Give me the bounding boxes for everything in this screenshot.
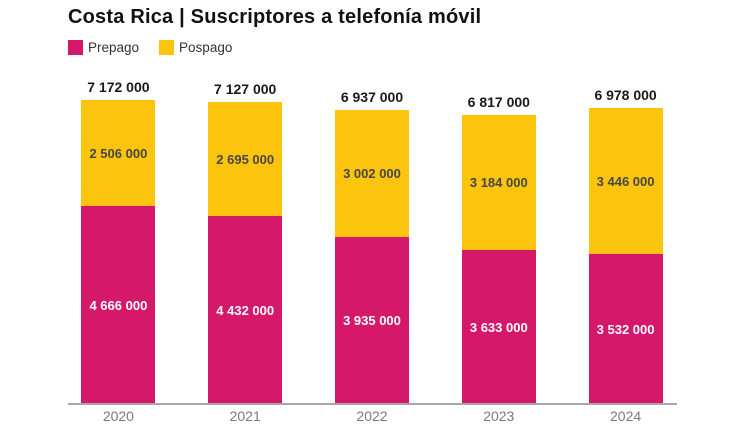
pospago-swatch-icon [159,40,175,55]
legend-label-prepago: Prepago [88,40,140,55]
prepago-segment-2021: 4 432 000 [208,216,283,404]
x-axis-label-2024: 2024 [610,408,642,424]
total-value-label-2020: 7 172 000 [87,79,150,95]
x-axis-label-2020: 2020 [102,408,134,424]
prepago-segment-2020: 4 666 000 [81,206,156,404]
pospago-segment-2023: 3 184 000 [461,115,536,250]
prepago-swatch-icon [68,40,83,55]
bar-group-2022: 6 937 000 3 002 000 3 935 000 [309,89,436,404]
prepago-segment-2024: 3 532 000 [588,254,663,404]
legend-item-pospago: Pospago [159,40,232,55]
total-value-label-2021: 7 127 000 [214,81,277,97]
pospago-segment-2020: 2 506 000 [81,100,156,206]
plot-area: 7 172 000 2 506 000 4 666 000 7 127 000 2 69… [55,0,689,404]
x-axis-labels-row: 2020 2021 2022 2023 2024 [55,408,689,424]
stacked-bar-2023: 3 184 000 3 633 000 [461,115,536,404]
bar-group-2023: 6 817 000 3 184 000 3 633 000 [435,94,562,404]
total-value-label-2023: 6 817 000 [467,94,530,110]
pospago-segment-2024: 3 446 000 [588,108,663,254]
x-axis-label-2022: 2022 [356,408,388,424]
x-axis-label-2023: 2023 [483,408,515,424]
stacked-bar-2022: 3 002 000 3 935 000 [334,110,409,404]
chart-title: Costa Rica | Suscriptores a telefonía mó… [68,6,482,28]
legend-label-pospago: Pospago [179,40,233,55]
legend: Prepago Pospago [68,40,232,55]
x-axis-label-2021: 2021 [229,408,261,424]
prepago-segment-2023: 3 633 000 [461,250,536,404]
x-axis-line [68,403,677,405]
bar-group-2021: 7 127 000 2 695 000 4 432 000 [182,81,309,404]
stacked-bar-2020: 2 506 000 4 666 000 [81,100,156,404]
total-value-label-2024: 6 978 000 [594,87,657,103]
stacked-bar-2021: 2 695 000 4 432 000 [208,102,283,404]
bar-group-2024: 6 978 000 3 446 000 3 532 000 [562,87,689,404]
prepago-segment-2022: 3 935 000 [334,237,409,404]
bar-group-2020: 7 172 000 2 506 000 4 666 000 [55,79,182,404]
stacked-bar-2024: 3 446 000 3 532 000 [588,108,663,404]
total-value-label-2022: 6 937 000 [340,89,404,105]
pospago-segment-2022: 3 002 000 [334,110,409,237]
legend-item-prepago: Prepago [68,40,139,55]
pospago-segment-2021: 2 695 000 [208,102,283,216]
